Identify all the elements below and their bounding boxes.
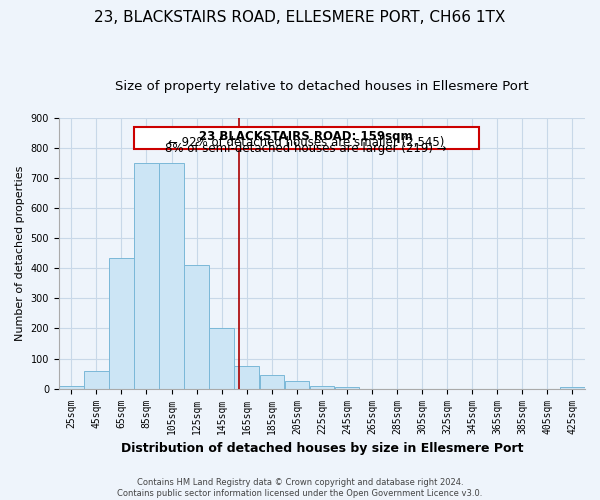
Bar xyxy=(284,381,309,388)
Text: 23 BLACKSTAIRS ROAD: 159sqm: 23 BLACKSTAIRS ROAD: 159sqm xyxy=(199,130,413,143)
Text: ← 92% of detached houses are smaller (2,545): ← 92% of detached houses are smaller (2,… xyxy=(168,136,445,149)
Bar xyxy=(109,258,134,388)
Bar xyxy=(84,371,109,388)
Text: Contains HM Land Registry data © Crown copyright and database right 2024.
Contai: Contains HM Land Registry data © Crown c… xyxy=(118,478,482,498)
Text: 8% of semi-detached houses are larger (219) →: 8% of semi-detached houses are larger (2… xyxy=(166,142,447,156)
Title: Size of property relative to detached houses in Ellesmere Port: Size of property relative to detached ho… xyxy=(115,80,529,93)
Bar xyxy=(260,375,284,388)
Bar xyxy=(134,163,158,388)
FancyBboxPatch shape xyxy=(134,127,479,150)
X-axis label: Distribution of detached houses by size in Ellesmere Port: Distribution of detached houses by size … xyxy=(121,442,523,455)
Bar xyxy=(209,328,234,388)
Text: 23, BLACKSTAIRS ROAD, ELLESMERE PORT, CH66 1TX: 23, BLACKSTAIRS ROAD, ELLESMERE PORT, CH… xyxy=(94,10,506,25)
Bar xyxy=(560,387,584,388)
Bar xyxy=(310,386,334,388)
Bar xyxy=(184,266,209,388)
Bar xyxy=(335,387,359,388)
Bar xyxy=(59,386,83,388)
Bar xyxy=(160,163,184,388)
Bar xyxy=(235,366,259,388)
Y-axis label: Number of detached properties: Number of detached properties xyxy=(15,166,25,341)
